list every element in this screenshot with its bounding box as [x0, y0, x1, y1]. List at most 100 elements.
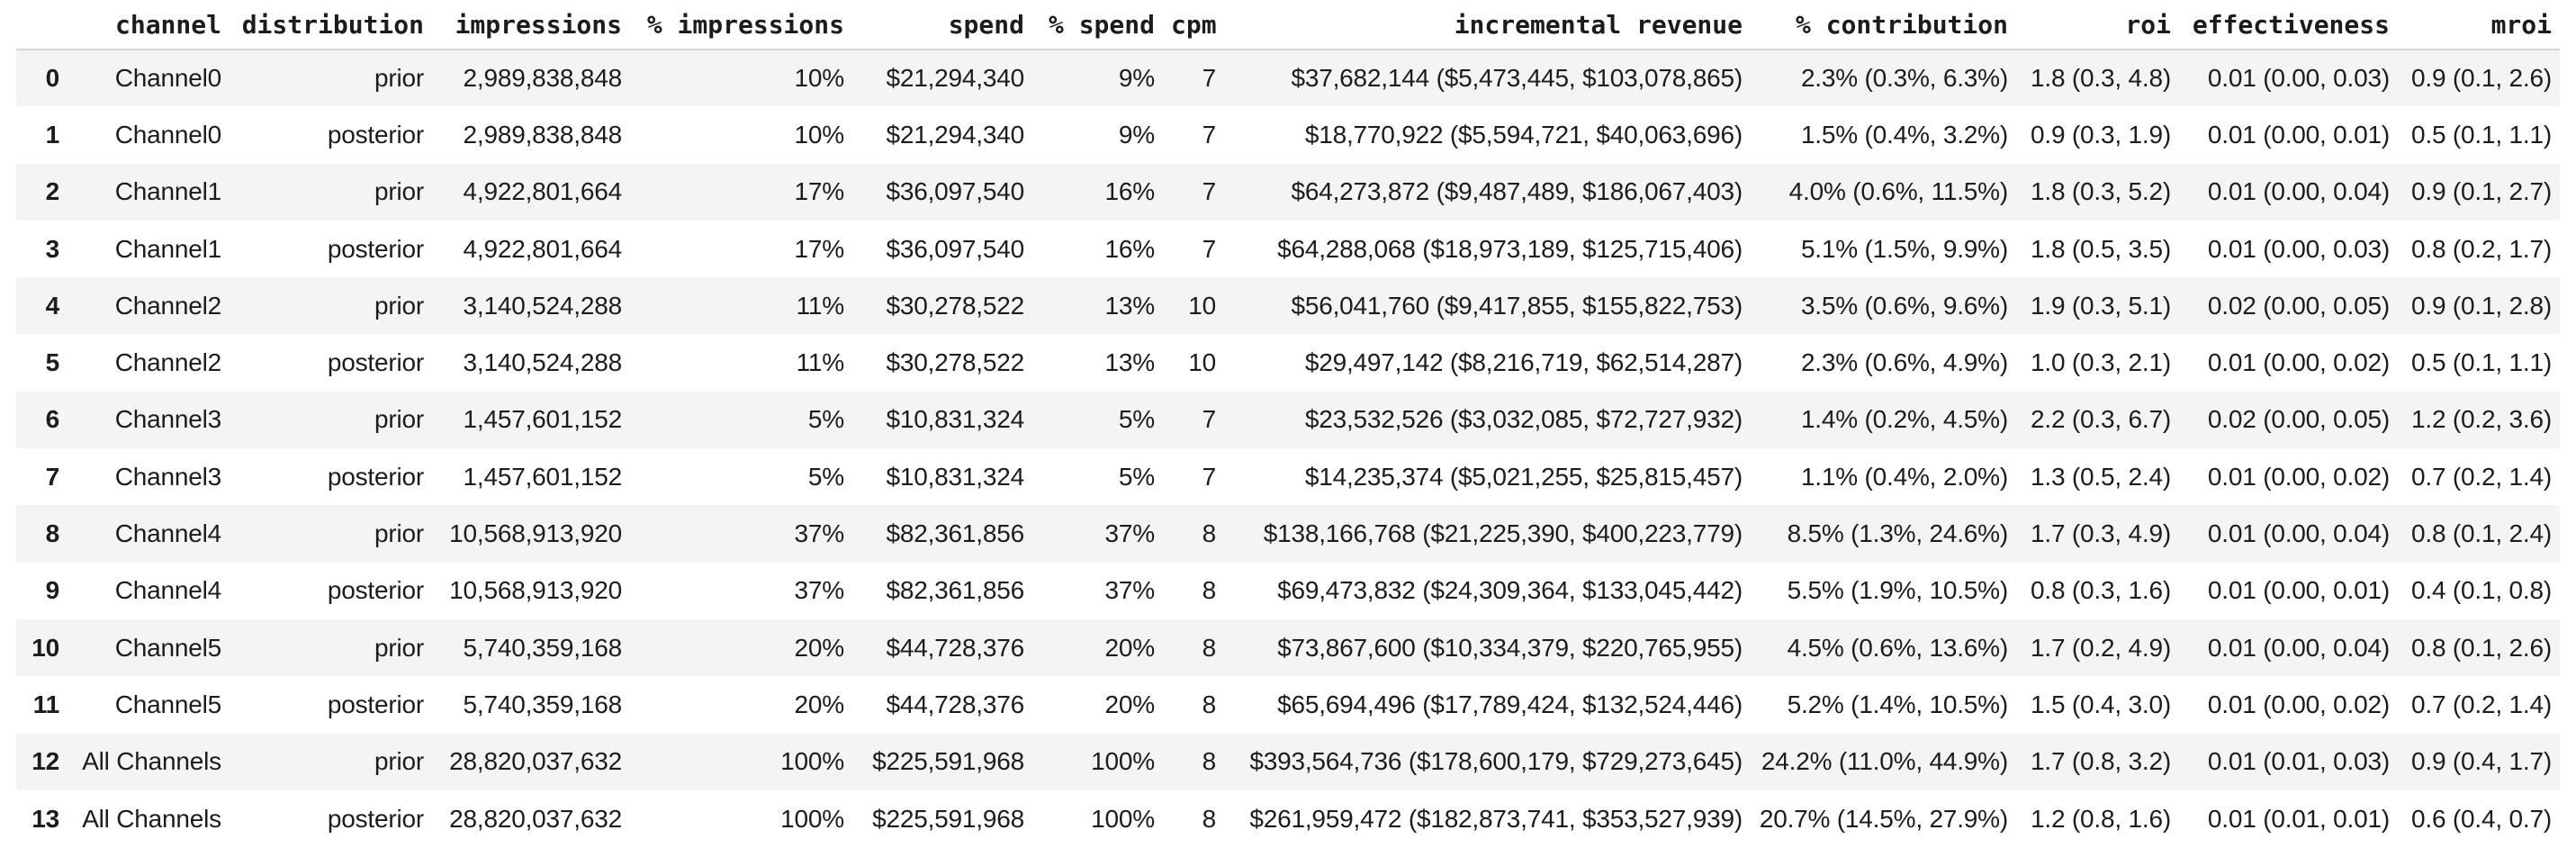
cell-channel: Channel4: [114, 576, 221, 605]
cell-distribution: posterior: [327, 462, 424, 491]
cell-roi: 0.8 (0.3, 1.6): [2031, 576, 2171, 605]
row-index: 10: [32, 633, 59, 662]
cell-cpm: 8: [1202, 576, 1217, 605]
cell-roi: 1.5 (0.4, 3.0): [2031, 690, 2171, 718]
cell-incremental-revenue: $73,867,600 ($10,334,379, $220,765,955): [1277, 633, 1743, 662]
cell-pct-impressions: 100%: [780, 804, 844, 833]
cell-pct-impressions: 5%: [807, 405, 844, 434]
cell-pct-spend: 5%: [1118, 462, 1155, 491]
cell-incremental-revenue: $23,532,526 ($3,032,085, $72,727,932): [1304, 405, 1743, 434]
cell-impressions: 28,820,037,632: [449, 804, 622, 833]
cell-incremental-revenue: $64,288,068 ($18,973,189, $125,715,406): [1277, 234, 1743, 263]
cell-impressions: 3,140,524,288: [463, 348, 623, 377]
cell-pct-impressions: 37%: [794, 576, 845, 605]
cell-roi: 1.7 (0.3, 4.9): [2031, 519, 2171, 548]
cell-pct-impressions: 17%: [794, 234, 845, 263]
cell-mroi: 0.5 (0.1, 1.1): [2411, 348, 2552, 377]
column-header-channel: channel: [68, 0, 230, 50]
cell-impressions: 10,568,913,920: [449, 576, 622, 605]
cell-pct-impressions: 10%: [794, 120, 845, 149]
cell-roi: 1.0 (0.3, 2.1): [2031, 348, 2171, 377]
header-row: channel distribution impressions% impressi…: [16, 0, 2560, 50]
cell-channel: Channel4: [114, 519, 221, 548]
row-index: 4: [45, 291, 60, 320]
cell-pct-impressions: 20%: [794, 633, 845, 662]
column-header-effectiveness: effectiveness: [2179, 0, 2398, 50]
cell-pct-impressions: 100%: [780, 747, 844, 776]
cell-pct-contribution: 8.5% (1.3%, 24.6%): [1787, 519, 2009, 548]
row-index: 11: [32, 690, 59, 718]
table-row: 11 Channel5 posterior 5,740,359,168 20% $44,7…: [16, 676, 2560, 734]
cell-impressions: 5,740,359,168: [463, 690, 623, 718]
cell-pct-contribution: 24.2% (11.0%, 44.9%): [1761, 747, 2008, 776]
cell-pct-spend: 13%: [1104, 291, 1156, 320]
row-index: 2: [45, 177, 60, 206]
cell-channel: Channel5: [114, 633, 221, 662]
cell-cpm: 7: [1202, 462, 1217, 491]
cell-distribution: prior: [374, 291, 424, 320]
cell-cpm: 10: [1188, 291, 1216, 320]
cell-spend: $36,097,540: [886, 234, 1024, 263]
cell-spend: $225,591,968: [872, 747, 1024, 776]
cell-pct-spend: 20%: [1104, 690, 1156, 718]
cell-distribution: posterior: [327, 348, 424, 377]
cell-mroi: 0.7 (0.2, 1.4): [2411, 462, 2552, 491]
cell-distribution: posterior: [327, 804, 424, 833]
cell-pct-contribution: 3.5% (0.6%, 9.6%): [1800, 291, 2008, 320]
cell-mroi: 0.8 (0.1, 2.6): [2411, 633, 2552, 662]
cell-channel: Channel3: [114, 405, 221, 434]
cell-roi: 1.9 (0.3, 5.1): [2031, 291, 2171, 320]
cell-spend: $30,278,522: [886, 348, 1024, 377]
cell-roi: 1.3 (0.5, 2.4): [2031, 462, 2171, 491]
cell-pct-impressions: 11%: [796, 291, 845, 320]
cell-cpm: 8: [1202, 804, 1217, 833]
cell-spend: $10,831,324: [886, 462, 1024, 491]
cell-spend: $82,361,856: [886, 576, 1024, 605]
cell-pct-spend: 13%: [1104, 348, 1156, 377]
cell-roi: 1.8 (0.5, 3.5): [2031, 234, 2171, 263]
cell-pct-impressions: 20%: [794, 690, 845, 718]
row-index: 0: [45, 64, 60, 93]
table-row: 7 Channel3 posterior 1,457,601,152 5% $10,831…: [16, 448, 2560, 506]
cell-spend: $10,831,324: [886, 405, 1024, 434]
cell-effectiveness: 0.01 (0.00, 0.03): [2207, 234, 2390, 263]
cell-distribution: posterior: [327, 690, 424, 718]
cell-pct-impressions: 5%: [807, 462, 844, 491]
table-row: 1 Channel0 posterior 2,989,838,848 10% $21,29…: [16, 106, 2560, 164]
cell-incremental-revenue: $261,959,472 ($182,873,741, $353,527,939…: [1249, 804, 1743, 833]
cell-pct-spend: 37%: [1104, 519, 1156, 548]
cell-pct-impressions: 17%: [794, 177, 845, 206]
cell-incremental-revenue: $56,041,760 ($9,417,855, $155,822,753): [1291, 291, 1743, 320]
cell-effectiveness: 0.02 (0.00, 0.05): [2207, 291, 2390, 320]
cell-mroi: 0.5 (0.1, 1.1): [2411, 120, 2552, 149]
cell-pct-impressions: 37%: [794, 519, 845, 548]
cell-spend: $82,361,856: [886, 519, 1024, 548]
cell-channel: Channel1: [114, 177, 221, 206]
cell-roi: 1.7 (0.8, 3.2): [2031, 747, 2171, 776]
cell-roi: 1.8 (0.3, 5.2): [2031, 177, 2171, 206]
cell-incremental-revenue: $37,682,144 ($5,473,445, $103,078,865): [1291, 64, 1743, 93]
cell-cpm: 7: [1202, 64, 1217, 93]
cell-cpm: 8: [1202, 519, 1217, 548]
cell-pct-spend: 16%: [1104, 234, 1156, 263]
cell-effectiveness: 0.01 (0.00, 0.03): [2207, 64, 2390, 93]
column-header-pct-spend: % spend: [1032, 0, 1163, 50]
cell-pct-contribution: 1.4% (0.2%, 4.5%): [1800, 405, 2008, 434]
cell-distribution: posterior: [327, 234, 424, 263]
cell-cpm: 7: [1202, 234, 1217, 263]
cell-cpm: 10: [1188, 348, 1216, 377]
cell-impressions: 1,457,601,152: [463, 462, 623, 491]
cell-channel: Channel0: [114, 64, 221, 93]
cell-pct-impressions: 10%: [794, 64, 845, 93]
cell-mroi: 0.9 (0.1, 2.8): [2411, 291, 2552, 320]
cell-spend: $30,278,522: [886, 291, 1024, 320]
cell-distribution: prior: [374, 633, 424, 662]
cell-pct-spend: 20%: [1104, 633, 1156, 662]
cell-roi: 2.2 (0.3, 6.7): [2031, 405, 2171, 434]
cell-pct-contribution: 20.7% (14.5%, 27.9%): [1759, 804, 2008, 833]
cell-effectiveness: 0.01 (0.01, 0.03): [2207, 747, 2390, 776]
cell-pct-spend: 5%: [1118, 405, 1155, 434]
cell-effectiveness: 0.01 (0.00, 0.02): [2207, 462, 2390, 491]
cell-channel: Channel2: [114, 291, 221, 320]
cell-pct-contribution: 4.0% (0.6%, 11.5%): [1788, 177, 2009, 206]
